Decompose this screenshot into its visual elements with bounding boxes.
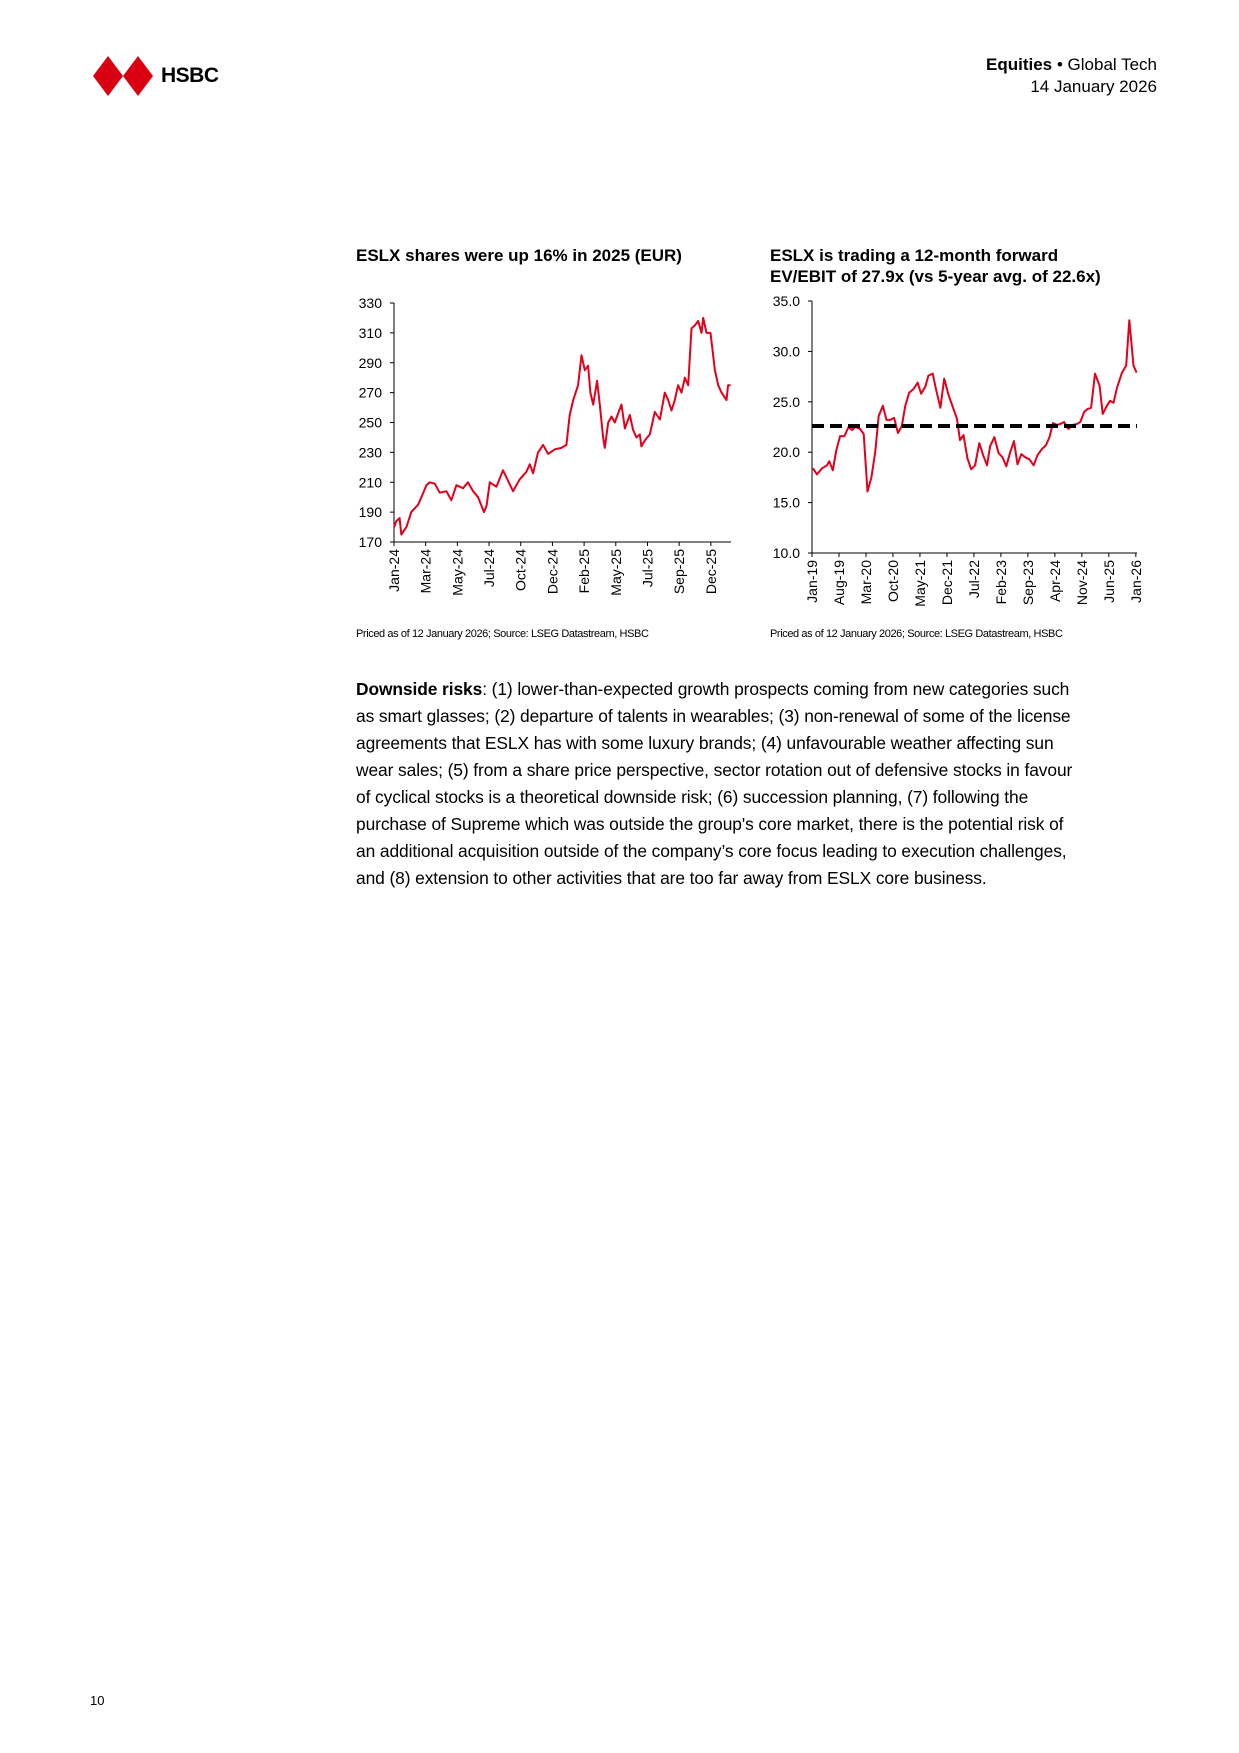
x-tick-label: Jul-24 <box>481 549 497 587</box>
x-tick-label: Jun-25 <box>1101 560 1117 603</box>
paragraph-line: agreements that ESLX has with some luxur… <box>356 733 1054 753</box>
y-tick-label: 250 <box>359 415 383 431</box>
paragraph-line: purchase of Supreme which was outside th… <box>356 814 1064 834</box>
x-tick-label: Jul-22 <box>966 560 982 598</box>
x-tick-label: Mar-20 <box>858 560 874 605</box>
y-tick-label: 15.0 <box>773 495 800 511</box>
section-bold: Equities <box>985 55 1053 74</box>
y-tick-label: 230 <box>359 444 383 460</box>
chart-title-right: ESLX is trading a 12-month forward EV/EB… <box>770 245 1101 287</box>
page-number: 10 <box>90 1693 105 1708</box>
y-tick-label: 10.0 <box>773 545 800 561</box>
chart-title-right-line2: EV/EBIT of 27.9x (vs 5-year avg. of 22.6… <box>770 267 1101 286</box>
x-tick-label: Oct-24 <box>513 549 529 591</box>
paragraph-line: and (8) extension to other activities th… <box>356 868 987 888</box>
section-name: Global Tech <box>1067 55 1157 74</box>
y-tick-label: 170 <box>359 534 383 550</box>
ev-ebit-chart: 10.0 15.0 20.0 25.0 30.0 35.0 Jan-19 Aug-19 Mar-… <box>773 293 1144 607</box>
x-tick-label: Dec-25 <box>703 549 719 594</box>
bullet: • <box>1056 55 1063 74</box>
y-tick-label: 270 <box>359 385 383 401</box>
x-tick-label: May-21 <box>912 560 928 607</box>
x-tick-label: Feb-23 <box>993 560 1009 605</box>
x-tick-label: Nov-24 <box>1074 560 1090 605</box>
y-tick-label: 330 <box>359 295 383 311</box>
y-tick-label: 20.0 <box>773 444 800 460</box>
source-note-left: Priced as of 12 January 2026; Source: LS… <box>356 628 649 640</box>
downside-risks-paragraph: Downside risks: (1) lower-than-expected … <box>356 676 1072 892</box>
y-tick-label: 310 <box>359 325 383 341</box>
x-tick-label: Sep-23 <box>1020 560 1036 605</box>
hsbc-logo: HSBC <box>93 56 219 96</box>
share-price-chart: 170 190 210 230 250 270 290 310 330 Jan-24 Mar-24 M… <box>359 295 731 596</box>
x-tick-label: Feb-25 <box>576 549 592 594</box>
series-line <box>812 319 1138 493</box>
x-tick-label: Jul-25 <box>639 549 655 587</box>
y-tick-label: 210 <box>359 474 383 490</box>
x-tick-label: Oct-20 <box>885 560 901 602</box>
report-date: 14 January 2026 <box>1030 77 1157 96</box>
hsbc-hexagon-icon <box>93 56 153 96</box>
x-tick-label: Jan-19 <box>804 560 820 603</box>
paragraph-line: wear sales; (5) from a share price persp… <box>356 760 1073 780</box>
y-tick-label: 25.0 <box>773 394 800 410</box>
y-tick-label: 30.0 <box>773 343 800 359</box>
x-tick-label: May-25 <box>608 549 624 596</box>
x-tick-label: Dec-24 <box>544 549 560 594</box>
chart-title-left: ESLX shares were up 16% in 2025 (EUR) <box>356 246 682 265</box>
x-tick-label: Sep-25 <box>671 549 687 594</box>
paragraph-line: of cyclical stocks is a theoretical down… <box>356 787 1029 807</box>
x-tick-label: Dec-21 <box>939 560 955 605</box>
x-tick-label: Jan-24 <box>386 549 402 592</box>
x-tick-label: Apr-24 <box>1047 560 1063 602</box>
paragraph-line: an additional acquisition outside of the… <box>356 841 1067 861</box>
y-tick-label: 190 <box>359 504 383 520</box>
y-tick-label: 290 <box>359 355 383 371</box>
paragraph-line: as smart glasses; (2) departure of talen… <box>356 706 1071 726</box>
report-header: Equities • Global Tech 14 January 2026 <box>986 54 1157 98</box>
brand-name: HSBC <box>161 64 219 87</box>
chart-title-right-line1: ESLX is trading a 12-month forward <box>770 246 1059 265</box>
x-tick-label: Mar-24 <box>418 549 434 594</box>
downside-risks-heading: Downside risks <box>356 679 483 699</box>
x-tick-label: Aug-19 <box>831 560 847 605</box>
y-tick-label: 35.0 <box>773 293 800 309</box>
x-tick-label: May-24 <box>449 549 465 596</box>
source-note-right: Priced as of 12 January 2026; Source: LS… <box>770 628 1063 640</box>
paragraph-line: Downside risks: (1) lower-than-expected … <box>356 679 1070 699</box>
series-line <box>393 316 731 536</box>
x-tick-label: Jan-26 <box>1128 560 1144 603</box>
